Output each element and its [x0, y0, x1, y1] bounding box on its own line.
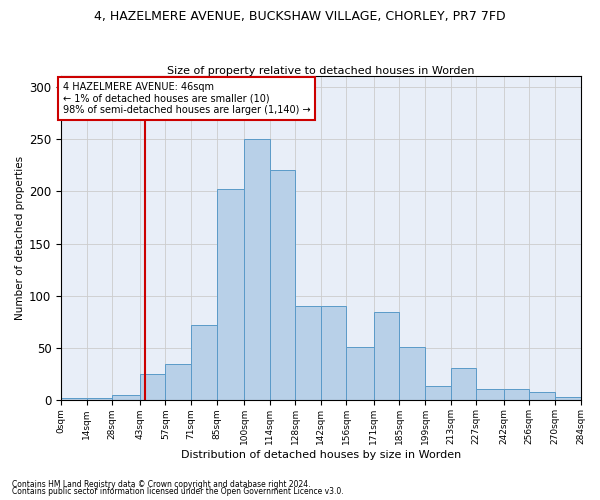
Text: Contains public sector information licensed under the Open Government Licence v3: Contains public sector information licen… — [12, 487, 344, 496]
Bar — [346, 347, 374, 401]
Text: Contains HM Land Registry data © Crown copyright and database right 2024.: Contains HM Land Registry data © Crown c… — [12, 480, 311, 489]
Text: 4 HAZELMERE AVENUE: 46sqm
← 1% of detached houses are smaller (10)
98% of semi-d: 4 HAZELMERE AVENUE: 46sqm ← 1% of detach… — [63, 82, 311, 114]
Bar — [61, 398, 87, 400]
Bar — [191, 325, 217, 400]
Bar — [140, 374, 166, 400]
Bar — [425, 386, 451, 400]
Y-axis label: Number of detached properties: Number of detached properties — [15, 156, 25, 320]
Bar — [269, 170, 295, 400]
Bar — [244, 139, 269, 400]
Bar — [295, 306, 321, 400]
Bar — [321, 306, 346, 400]
X-axis label: Distribution of detached houses by size in Worden: Distribution of detached houses by size … — [181, 450, 461, 460]
Bar — [217, 189, 244, 400]
Text: 4, HAZELMERE AVENUE, BUCKSHAW VILLAGE, CHORLEY, PR7 7FD: 4, HAZELMERE AVENUE, BUCKSHAW VILLAGE, C… — [94, 10, 506, 23]
Bar — [451, 368, 476, 400]
Bar — [529, 392, 555, 400]
Bar — [374, 312, 400, 400]
Bar — [166, 364, 191, 401]
Bar — [112, 395, 140, 400]
Title: Size of property relative to detached houses in Worden: Size of property relative to detached ho… — [167, 66, 475, 76]
Bar — [87, 398, 112, 400]
Bar — [400, 347, 425, 401]
Bar — [555, 398, 581, 400]
Bar — [476, 389, 503, 400]
Bar — [503, 389, 529, 400]
